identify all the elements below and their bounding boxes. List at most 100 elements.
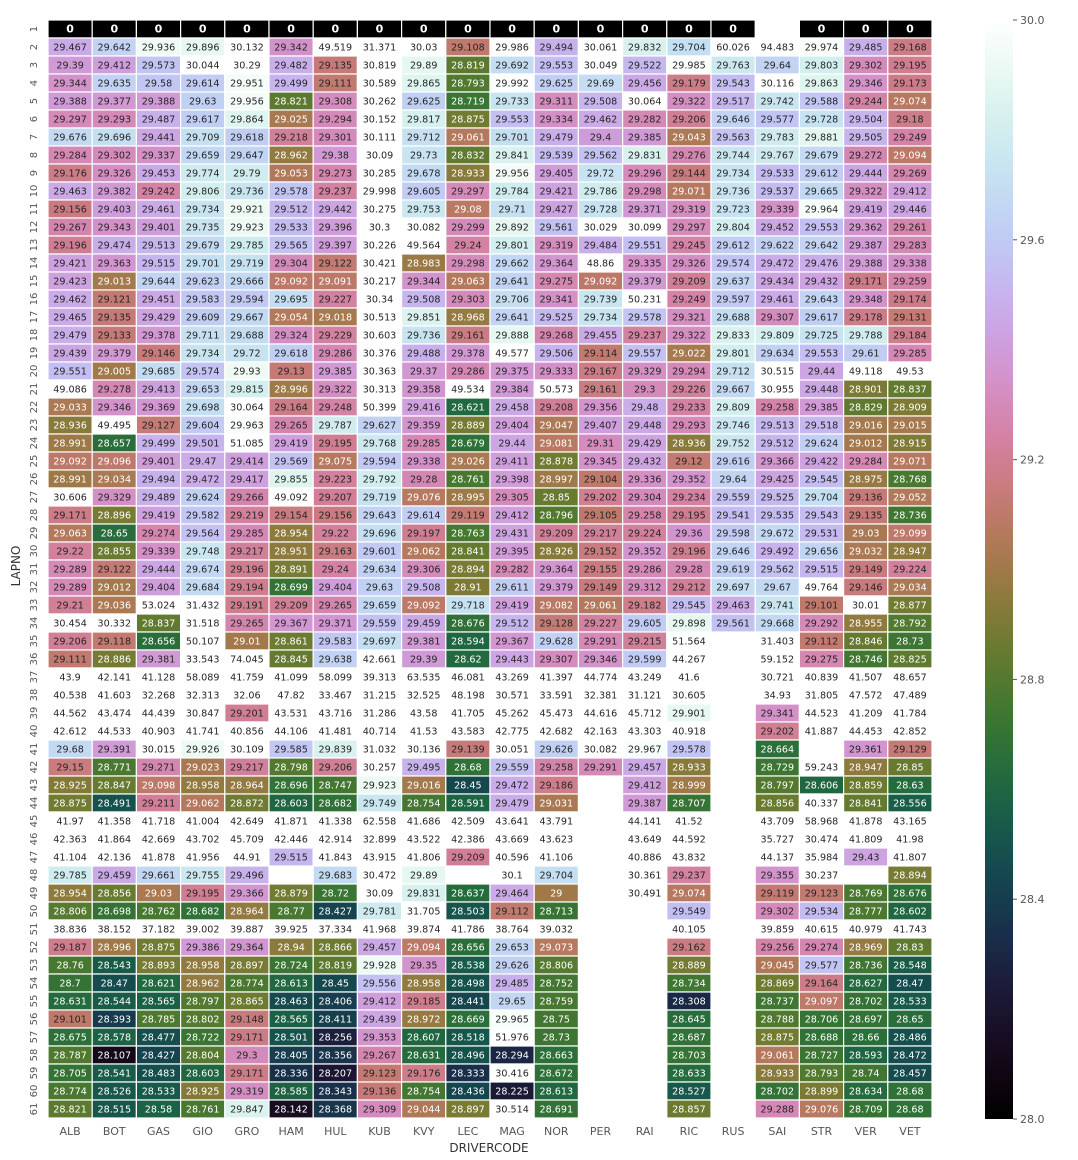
cell-value-label: 29.709 [186, 133, 220, 144]
cell-value-label: 29.01 [233, 637, 260, 648]
cell-value-label: 42.136 [98, 853, 132, 864]
cell-value-label: 29.202 [761, 727, 795, 738]
cell-value-label: 29.488 [407, 349, 441, 360]
cell-value-label: 29.661 [142, 871, 176, 882]
cell-value-label: 29.697 [716, 583, 750, 594]
x-tick-labels: ALB BOT GAS GIO GRO HAM HUL KUB KVY LEC MAG NOR PER R… [59, 1125, 920, 1138]
cell-value-label: 29.122 [98, 565, 132, 576]
cell-value-label: 48.198 [451, 691, 485, 702]
cell-value-label: 28.556 [893, 799, 927, 810]
cell-value-label: 29.054 [274, 313, 308, 324]
cell-value-label: 28.68 [896, 1105, 923, 1116]
cell-value-label: 29.701 [495, 133, 529, 144]
cell-value-label: 29.643 [363, 511, 397, 522]
cell-value-label: 29.578 [628, 313, 662, 324]
cell-value-label: 31.371 [363, 43, 397, 54]
y-tick-label: 19 [29, 347, 40, 360]
cell-value-label: 29.446 [893, 205, 927, 216]
cell-value-label: 29.439 [363, 1015, 397, 1026]
cell-value-label: 59.152 [761, 655, 795, 666]
cell-value-label: 29.36 [675, 529, 702, 540]
cell-value-label: 29.044 [407, 1105, 441, 1116]
cell-value-label: 29.422 [805, 457, 839, 468]
cell-value-label: 29.273 [319, 169, 353, 180]
cell-value-label: 29.403 [98, 205, 132, 216]
cell-value-label: 29.094 [407, 943, 441, 954]
cell-value-label: 29.167 [584, 367, 618, 378]
cell-value-label: 29.119 [761, 889, 795, 900]
cell-value-label: 28.107 [98, 1051, 132, 1062]
y-tick-label: 60 [29, 1085, 40, 1098]
cell-value-label: 28.613 [274, 979, 308, 990]
cell-value-label: 29.033 [53, 403, 87, 414]
y-tick-label: 33 [29, 599, 40, 612]
cell-value-label: 50.573 [540, 385, 574, 396]
cell-value-label: 29.479 [540, 133, 574, 144]
cell-value-label: 29.267 [53, 223, 87, 234]
cell-value-label: 28.76 [56, 961, 83, 972]
cell-value-label: 29.404 [142, 583, 176, 594]
cell-value-label: 29.343 [98, 223, 132, 234]
cell-value-label: 29.127 [142, 421, 176, 432]
y-tick-label: 57 [29, 1031, 40, 1044]
cell-value-label: 29.864 [230, 115, 264, 126]
cell-value-label: 29.472 [495, 781, 529, 792]
cell-value-label: 29.322 [672, 331, 706, 342]
cell-value-label: 48.86 [587, 259, 614, 270]
cell-value-label: 28.909 [893, 403, 927, 414]
cell-value-label: 29.763 [716, 61, 750, 72]
cell-value-label: 29.734 [584, 313, 618, 324]
cell-value-label: 28.85 [543, 493, 570, 504]
cell-value-label: 29.217 [230, 763, 264, 774]
x-tick-label: GRO [234, 1125, 259, 1138]
cell-value-label: 29.768 [363, 439, 397, 450]
cell-value-label: 29.297 [672, 223, 706, 234]
cell-value-label: 30.332 [98, 619, 132, 630]
cell-value-label: 29.377 [98, 97, 132, 108]
cell-value-label: 29.195 [672, 511, 706, 522]
cell-value-label: 28.819 [319, 961, 353, 972]
cell-value-label: 29.809 [716, 403, 750, 414]
cell-value-label: 28.503 [451, 907, 485, 918]
cell-value-label: 30.01 [852, 601, 879, 612]
cell-value-label: 29.052 [893, 493, 927, 504]
cell-value-label: 29.391 [98, 745, 132, 756]
cell-value-label: 29.398 [495, 475, 529, 486]
cell-value-label: 30.416 [495, 1069, 529, 1080]
cell-value-label: 29.207 [319, 493, 353, 504]
cell-value-label: 29.742 [761, 97, 795, 108]
cell-value-label: 29.136 [849, 493, 883, 504]
cell-value-label: 49.118 [849, 367, 883, 378]
cell-value-label: 29.31 [587, 439, 614, 450]
cell-value-label: 29.282 [495, 565, 529, 576]
cell-value-label: 29.371 [319, 619, 353, 630]
cell-value-label: 44.562 [53, 709, 87, 720]
cell-value-label: 29.479 [53, 331, 87, 342]
cell-value-label: 29.036 [98, 601, 132, 612]
cell-value-label: 28.427 [142, 1051, 176, 1062]
cell-value-label: 29.13 [277, 367, 304, 378]
cell-value-label: 49.764 [805, 583, 839, 594]
cell-value-label: 42.775 [495, 727, 529, 738]
y-tick-label: 26 [29, 473, 40, 486]
cell-value-label: 29.227 [319, 295, 353, 306]
cell-value-label: 29.63 [366, 583, 393, 594]
cell-value-label: 28.565 [274, 1015, 308, 1026]
cell-value-label: 29.022 [672, 349, 706, 360]
cell-value-label: 29.369 [142, 403, 176, 414]
cell-value-label: 29.223 [319, 475, 353, 486]
y-tick-label: 25 [29, 455, 40, 468]
cell-value-label: 29.196 [230, 565, 264, 576]
cell-value-label: 29.683 [319, 871, 353, 882]
y-tick-label: 21 [29, 383, 40, 396]
cell-value-label: 29.112 [805, 637, 839, 648]
cell-value-label: 29.749 [363, 799, 397, 810]
cell-value-label: 29.053 [274, 169, 308, 180]
cell-value-label: 29.518 [805, 421, 839, 432]
cell-value-label: 40.615 [805, 925, 839, 936]
cell-value-label: 43.9 [59, 673, 80, 684]
cell-value-label: 29.092 [53, 457, 87, 468]
cell-value-label: 28.463 [274, 997, 308, 1008]
cell-value-label: 29.612 [805, 169, 839, 180]
cell-value-label: 28.832 [451, 151, 485, 162]
